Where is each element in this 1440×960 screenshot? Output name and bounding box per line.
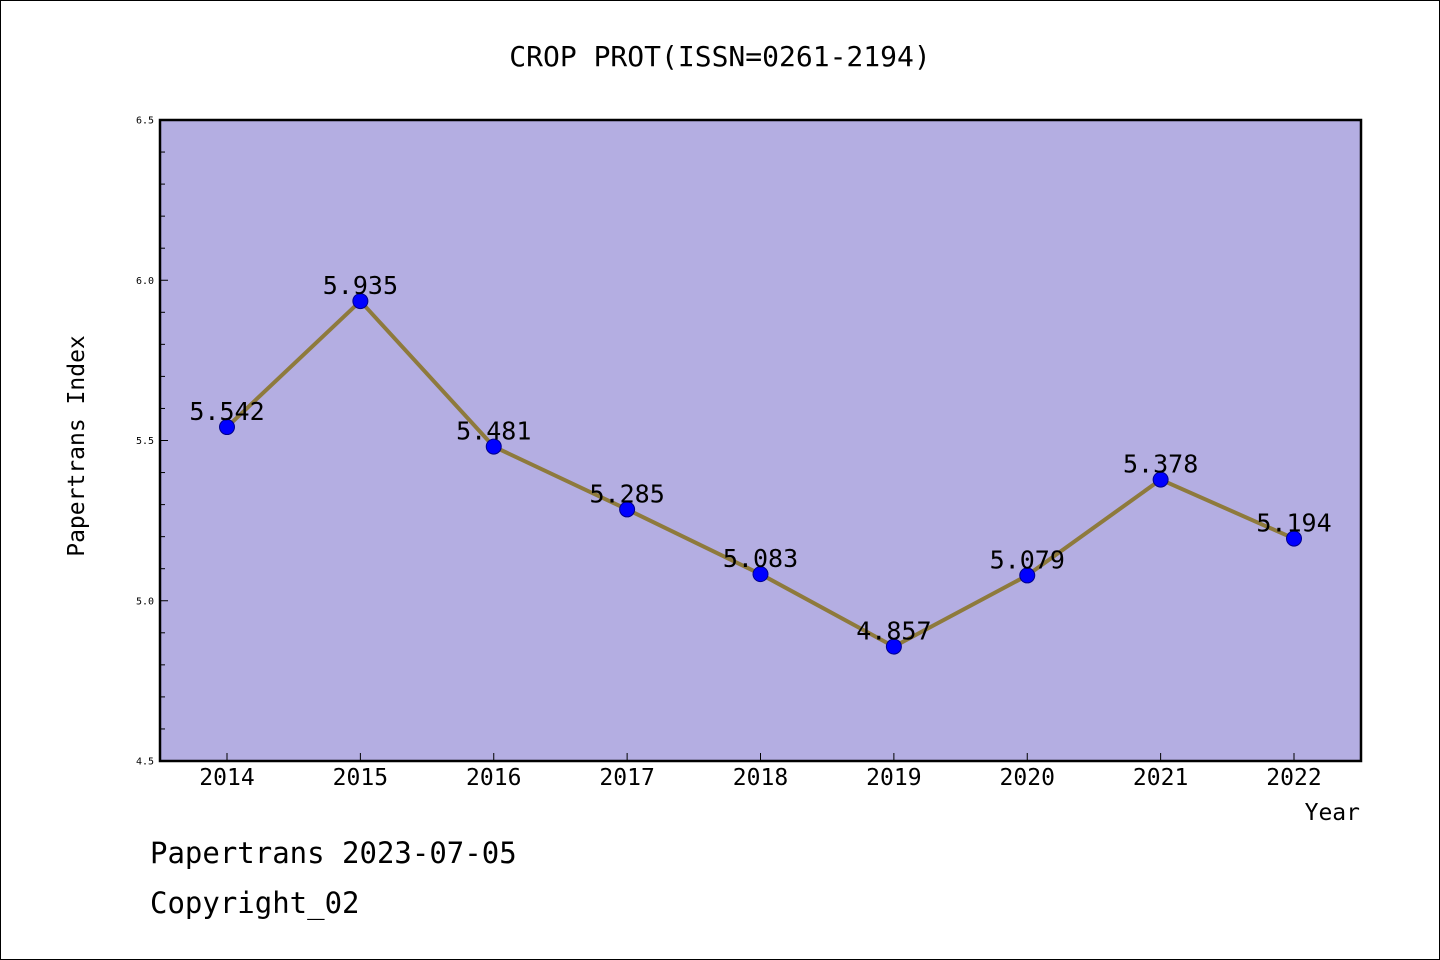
data-label: 5.079: [990, 545, 1065, 574]
footer-date: Papertrans 2023-07-05: [150, 836, 517, 870]
data-point: [352, 293, 369, 310]
chart-title: CROP PROT(ISSN=0261-2194): [509, 40, 930, 73]
x-axis-label: Year: [1305, 800, 1360, 826]
x-tick-label: 2017: [599, 765, 654, 791]
x-tick-label: 2020: [1000, 765, 1055, 791]
y-axis-label: Papertrans Index: [64, 335, 90, 557]
data-point: [1019, 567, 1036, 584]
data-point: [1286, 530, 1302, 547]
data-labels: 5.542 5.935 5.481 5.285 5.083 4.857 5.079 5.378…: [189, 271, 1331, 645]
data-point: [752, 566, 769, 583]
data-label: 5.285: [589, 479, 664, 508]
y-tick-label: 6.0: [136, 276, 154, 287]
data-markers: [219, 293, 1302, 655]
y-axis: 4.5 5.0 5.5 6.0 6.5: [136, 116, 168, 768]
y-tick-label: 4.5: [136, 757, 154, 768]
x-tick-label: 2016: [466, 765, 521, 791]
data-point: [1152, 471, 1169, 488]
x-tick-label: 2018: [733, 765, 788, 791]
x-tick-label: 2014: [199, 765, 254, 791]
x-tick-label: 2021: [1133, 765, 1188, 791]
data-label: 5.935: [323, 271, 398, 300]
data-label: 5.542: [189, 397, 264, 426]
data-point: [485, 438, 502, 455]
data-point: [219, 419, 235, 436]
data-point: [619, 501, 636, 518]
data-label: 4.857: [856, 617, 931, 646]
y-tick-label: 5.5: [136, 436, 154, 447]
x-axis: 2014 2015 2016 2017 2018 2019 2020 2021 2022: [199, 753, 1322, 791]
y-tick-label: 6.5: [136, 116, 154, 127]
footer-copyright: Copyright_02: [150, 886, 360, 920]
y-tick-label: 5.0: [136, 596, 154, 607]
data-point: [885, 638, 902, 655]
x-tick-label: 2015: [333, 765, 388, 791]
x-tick-label: 2022: [1266, 765, 1321, 791]
data-label: 5.481: [456, 417, 531, 446]
data-label: 5.378: [1123, 450, 1198, 479]
plot-area: [158, 118, 1363, 763]
data-label: 5.194: [1256, 509, 1331, 538]
x-tick-label: 2019: [866, 765, 921, 791]
data-label: 5.083: [723, 544, 798, 573]
